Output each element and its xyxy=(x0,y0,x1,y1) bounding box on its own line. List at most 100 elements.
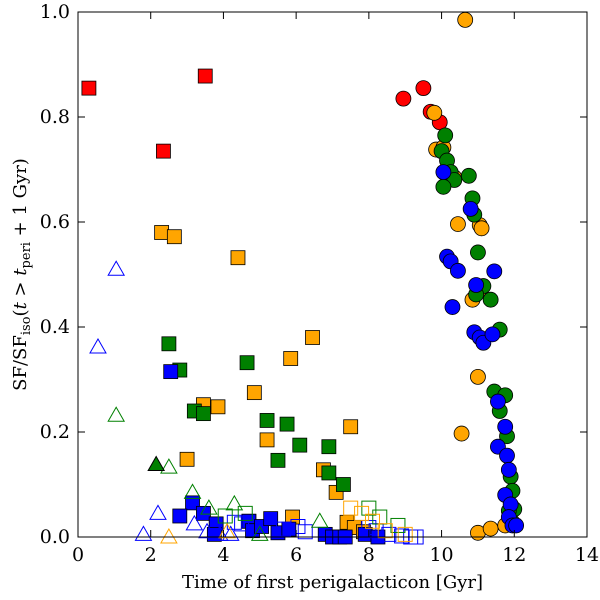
blue-circle-point xyxy=(486,263,503,280)
red-circle-point xyxy=(395,90,412,107)
x-tick-label: 10 xyxy=(429,544,453,566)
green-square-point xyxy=(321,439,337,455)
blue-circle-point xyxy=(462,200,479,217)
blue-circle-point xyxy=(490,393,506,410)
blue-open-triangle-point xyxy=(221,525,240,541)
blue-circle-point xyxy=(497,418,514,435)
orange-open-square-point xyxy=(354,505,370,521)
orange-square-point xyxy=(179,451,195,467)
y-tick-label: 1.0 xyxy=(40,1,70,23)
green-open-triangle-point xyxy=(160,458,178,474)
y-axis-label-rest: + 1 Gyr) xyxy=(10,158,31,242)
orange-open-square-point xyxy=(364,513,380,529)
y-tick-label: 0.2 xyxy=(40,421,70,443)
y-axis-label-sub-peri: peri xyxy=(19,242,34,268)
green-open-square-point xyxy=(217,508,233,524)
green-open-square-point xyxy=(237,505,253,521)
orange-circle-point xyxy=(473,220,490,237)
x-tick-label: 6 xyxy=(290,544,302,566)
blue-open-triangle-point xyxy=(185,514,204,531)
blue-circle-point xyxy=(468,277,485,293)
green-open-triangle-point xyxy=(225,494,244,511)
orange-square-point xyxy=(283,351,299,366)
green-square-point xyxy=(279,416,295,432)
blue-circle-point xyxy=(500,461,517,478)
axis-ticks: 0 2 4 6 8 10 12 14 0.0 0.2 0.4 0.6 0.8 1.0 xyxy=(40,1,599,566)
orange-open-triangle-point xyxy=(160,527,178,544)
green-open-triangle-point xyxy=(250,525,269,541)
blue-circle-point xyxy=(435,164,452,181)
orange-circle-point xyxy=(450,216,466,233)
green-open-triangle-point xyxy=(107,406,126,422)
x-tick-label: 8 xyxy=(363,544,375,566)
green-triangle-point xyxy=(147,455,166,472)
blue-square-point xyxy=(263,511,279,527)
y-axis-label-gt: > xyxy=(10,276,31,303)
x-tick-label: 12 xyxy=(502,544,526,566)
blue-open-triangle-point xyxy=(149,504,167,520)
orange-open-square-point xyxy=(343,500,359,516)
blue-circle-point xyxy=(450,262,466,279)
blue-square-point xyxy=(196,505,211,521)
green-circle-point xyxy=(437,127,454,144)
blue-circle-point xyxy=(444,299,461,315)
blue-open-square-point xyxy=(234,516,250,532)
orange-circle-point xyxy=(457,11,474,28)
orange-open-square-point xyxy=(377,523,393,539)
blue-open-triangle-point xyxy=(198,522,216,539)
blue-circle-point xyxy=(484,326,501,343)
blue-square-point xyxy=(206,526,222,542)
orange-circle-point xyxy=(426,104,443,121)
green-square-point xyxy=(239,355,255,371)
blue-open-triangle-point xyxy=(134,525,153,541)
blue-circle-point xyxy=(508,517,525,534)
blue-square-point xyxy=(281,521,297,537)
blue-circle-point xyxy=(499,447,515,464)
red-circle-point xyxy=(415,80,432,97)
plot-frame xyxy=(77,11,588,538)
green-square-point xyxy=(196,406,211,422)
green-circle-point xyxy=(482,291,499,308)
orange-square-point xyxy=(154,225,170,240)
red-square-point xyxy=(197,68,213,84)
y-tick-label: 0.6 xyxy=(40,211,70,233)
blue-open-square-point xyxy=(394,528,410,544)
blue-open-triangle-point xyxy=(89,337,107,354)
orange-square-point xyxy=(230,250,246,266)
green-square-point xyxy=(259,413,275,428)
green-open-triangle-point xyxy=(183,483,202,499)
orange-square-point xyxy=(305,330,320,345)
green-open-triangle-point xyxy=(200,499,218,515)
green-square-point xyxy=(292,437,308,453)
blue-square-point xyxy=(172,508,188,524)
y-tick-label: 0.0 xyxy=(40,526,70,548)
blue-square-point xyxy=(163,364,179,380)
blue-open-square-point xyxy=(297,524,313,540)
x-axis-label: Time of first perigalacticon [Gyr] xyxy=(182,572,483,593)
green-open-triangle-point xyxy=(310,512,329,528)
orange-square-point xyxy=(166,229,182,245)
orange-circle-point xyxy=(453,425,470,442)
green-circle-point xyxy=(470,244,486,261)
blue-open-square-point xyxy=(381,526,397,542)
red-square-point xyxy=(81,80,97,96)
orange-circle-point xyxy=(470,368,486,385)
x-tick-label: 2 xyxy=(145,544,157,566)
blue-open-square-point xyxy=(275,521,291,537)
y-axis-label-paren: ( xyxy=(10,309,31,316)
y-axis-label: SF/SFiso(t > tperi + 1 Gyr) xyxy=(10,158,34,391)
blue-open-triangle-point xyxy=(107,260,126,276)
green-square-point xyxy=(270,452,286,468)
green-square-point xyxy=(161,336,177,352)
y-tick-label: 0.4 xyxy=(40,316,70,338)
blue-square-point xyxy=(185,495,200,511)
orange-square-point xyxy=(246,385,262,401)
x-tick-label: 4 xyxy=(217,544,229,566)
y-axis-label-sub-iso: iso xyxy=(19,316,34,335)
green-circle-point xyxy=(460,167,477,184)
y-axis-label-t: t xyxy=(10,301,31,309)
orange-open-square-point xyxy=(397,526,413,542)
green-square-point xyxy=(321,465,337,481)
orange-circle-point xyxy=(482,520,499,537)
